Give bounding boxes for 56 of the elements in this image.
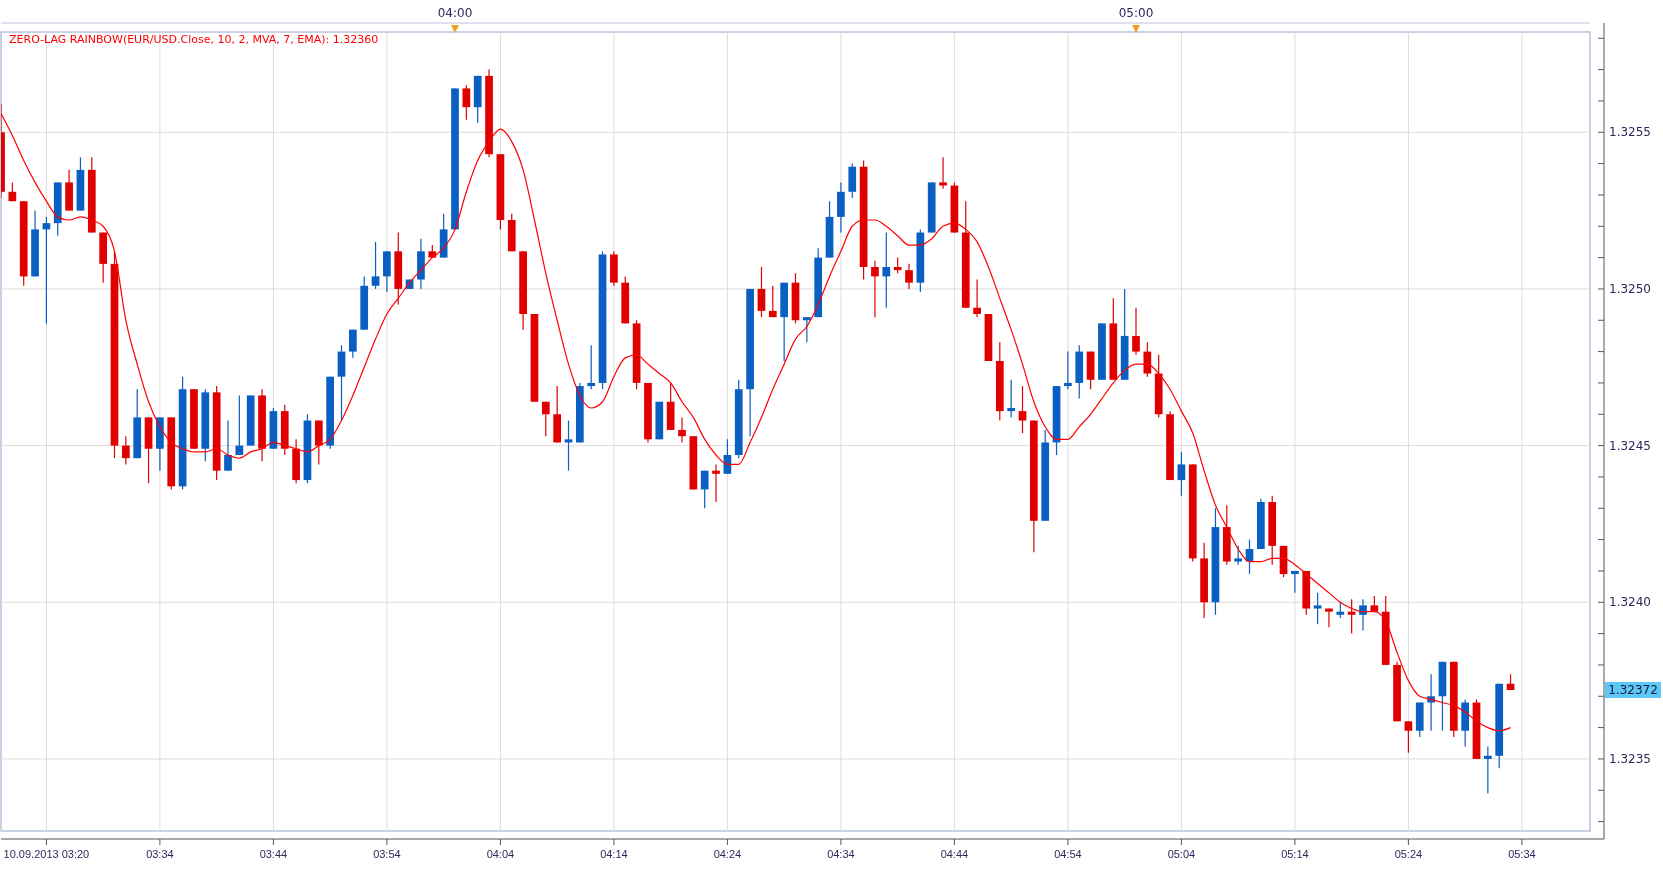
candlestick bbox=[712, 463, 720, 503]
candlestick bbox=[882, 231, 891, 309]
x-tick-label: 05:34 bbox=[1508, 848, 1536, 860]
candlestick bbox=[1177, 451, 1186, 497]
candlestick bbox=[1404, 720, 1413, 754]
text: 1.32372 bbox=[1608, 683, 1658, 698]
candlestick bbox=[1427, 673, 1435, 732]
y-tick-label: 1.3245 bbox=[1609, 438, 1651, 453]
x-tick-label: 05:14 bbox=[1281, 848, 1309, 860]
candlestick bbox=[371, 241, 380, 290]
candlestick bbox=[587, 344, 596, 390]
candlestick bbox=[541, 401, 550, 437]
candlestick bbox=[1143, 341, 1152, 378]
candlestick bbox=[973, 278, 981, 318]
candlestick bbox=[905, 263, 913, 290]
candlestick bbox=[1018, 385, 1027, 434]
candlestick bbox=[802, 316, 811, 343]
candlestick bbox=[1347, 598, 1356, 635]
x-tick-label: 03:54 bbox=[373, 848, 401, 860]
candlestick bbox=[939, 156, 947, 190]
candlestick bbox=[121, 435, 130, 465]
candlestick bbox=[348, 329, 357, 359]
candlestick bbox=[768, 285, 777, 318]
x2-tick-label: 05:00 bbox=[1118, 6, 1154, 20]
line-series bbox=[1, 112, 1512, 732]
candlestick bbox=[462, 84, 471, 121]
candlestick bbox=[1313, 592, 1322, 625]
candlestick bbox=[235, 394, 244, 456]
y-tick-label: 1.3255 bbox=[1609, 125, 1651, 140]
x-tick-label: 03:34 bbox=[146, 848, 174, 860]
y-tick-label: 1.3250 bbox=[1609, 282, 1651, 297]
x2-tick-label: 04:00 bbox=[437, 6, 473, 20]
x-tick-label: 05:24 bbox=[1394, 848, 1423, 860]
x-tick-label: 04:14 bbox=[600, 848, 628, 860]
x-tick-label: 04:04 bbox=[486, 848, 515, 860]
candlestick bbox=[1132, 307, 1140, 356]
y-tick-label: 1.3235 bbox=[1609, 752, 1651, 767]
candlestick bbox=[757, 266, 766, 318]
x-tick-label: 03:44 bbox=[259, 848, 288, 860]
x-tick-label: 04:44 bbox=[940, 848, 969, 860]
candlestick bbox=[1007, 379, 1016, 418]
candlestick bbox=[700, 470, 709, 509]
candlestick bbox=[678, 416, 686, 444]
chart-title: ZERO-LAG RAINBOW(EUR/USD.Close, 10, 2, MVA, 7, EMA): 1.32360 bbox=[9, 33, 379, 46]
candlestick bbox=[1234, 545, 1243, 566]
x-tick-label: 04:54 bbox=[1054, 848, 1082, 860]
candlestick bbox=[1483, 745, 1492, 794]
candlestick bbox=[1064, 351, 1072, 390]
y-tick-label: 1.3240 bbox=[1609, 595, 1651, 610]
x-tick-label: 10.09.2013 03:20 bbox=[3, 848, 90, 860]
candlestick bbox=[871, 260, 879, 318]
x-tick-label: 04:24 bbox=[713, 848, 742, 860]
candlestick bbox=[1359, 598, 1367, 632]
x-tick-label: 05:04 bbox=[1167, 848, 1196, 860]
candlestick bbox=[224, 419, 232, 472]
x-tick-label: 04:34 bbox=[827, 848, 855, 860]
